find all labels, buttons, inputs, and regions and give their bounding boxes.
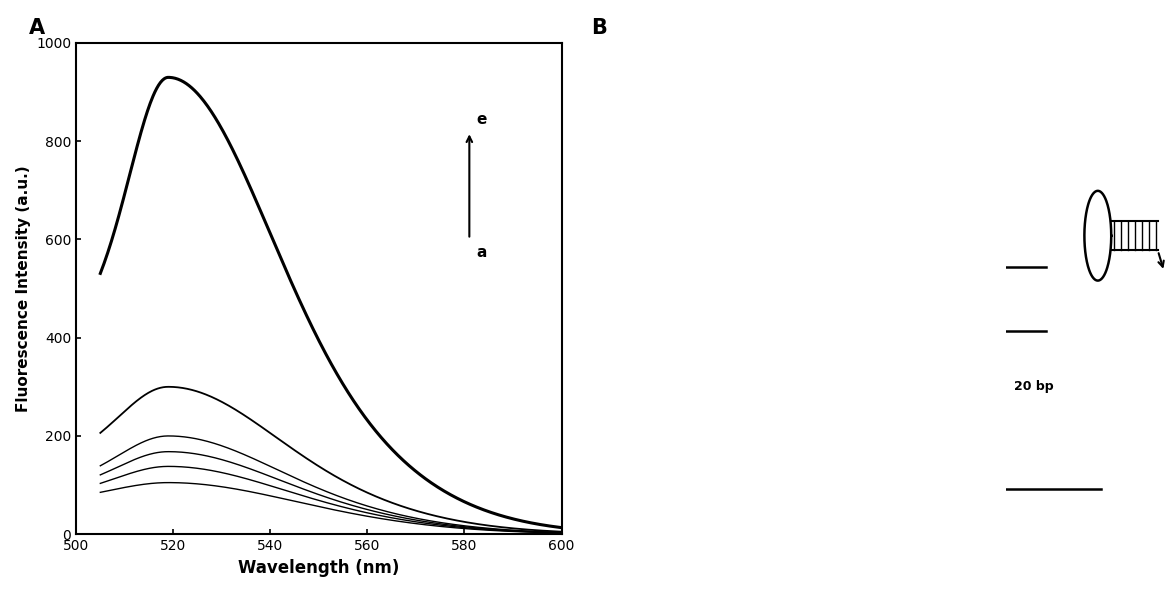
Text: 4: 4	[853, 545, 861, 558]
Text: 5: 5	[931, 545, 940, 558]
Text: 2: 2	[711, 545, 720, 558]
Text: 3: 3	[786, 545, 794, 558]
X-axis label: Wavelength (nm): Wavelength (nm)	[239, 559, 399, 577]
Text: B: B	[591, 18, 607, 39]
Text: a: a	[476, 246, 487, 260]
Y-axis label: Fluorescence Intensity (a.u.): Fluorescence Intensity (a.u.)	[15, 165, 30, 412]
Text: 1: 1	[645, 545, 653, 558]
Text: 20 bp: 20 bp	[1014, 379, 1054, 393]
Text: e: e	[476, 112, 487, 128]
Text: A: A	[29, 18, 46, 39]
